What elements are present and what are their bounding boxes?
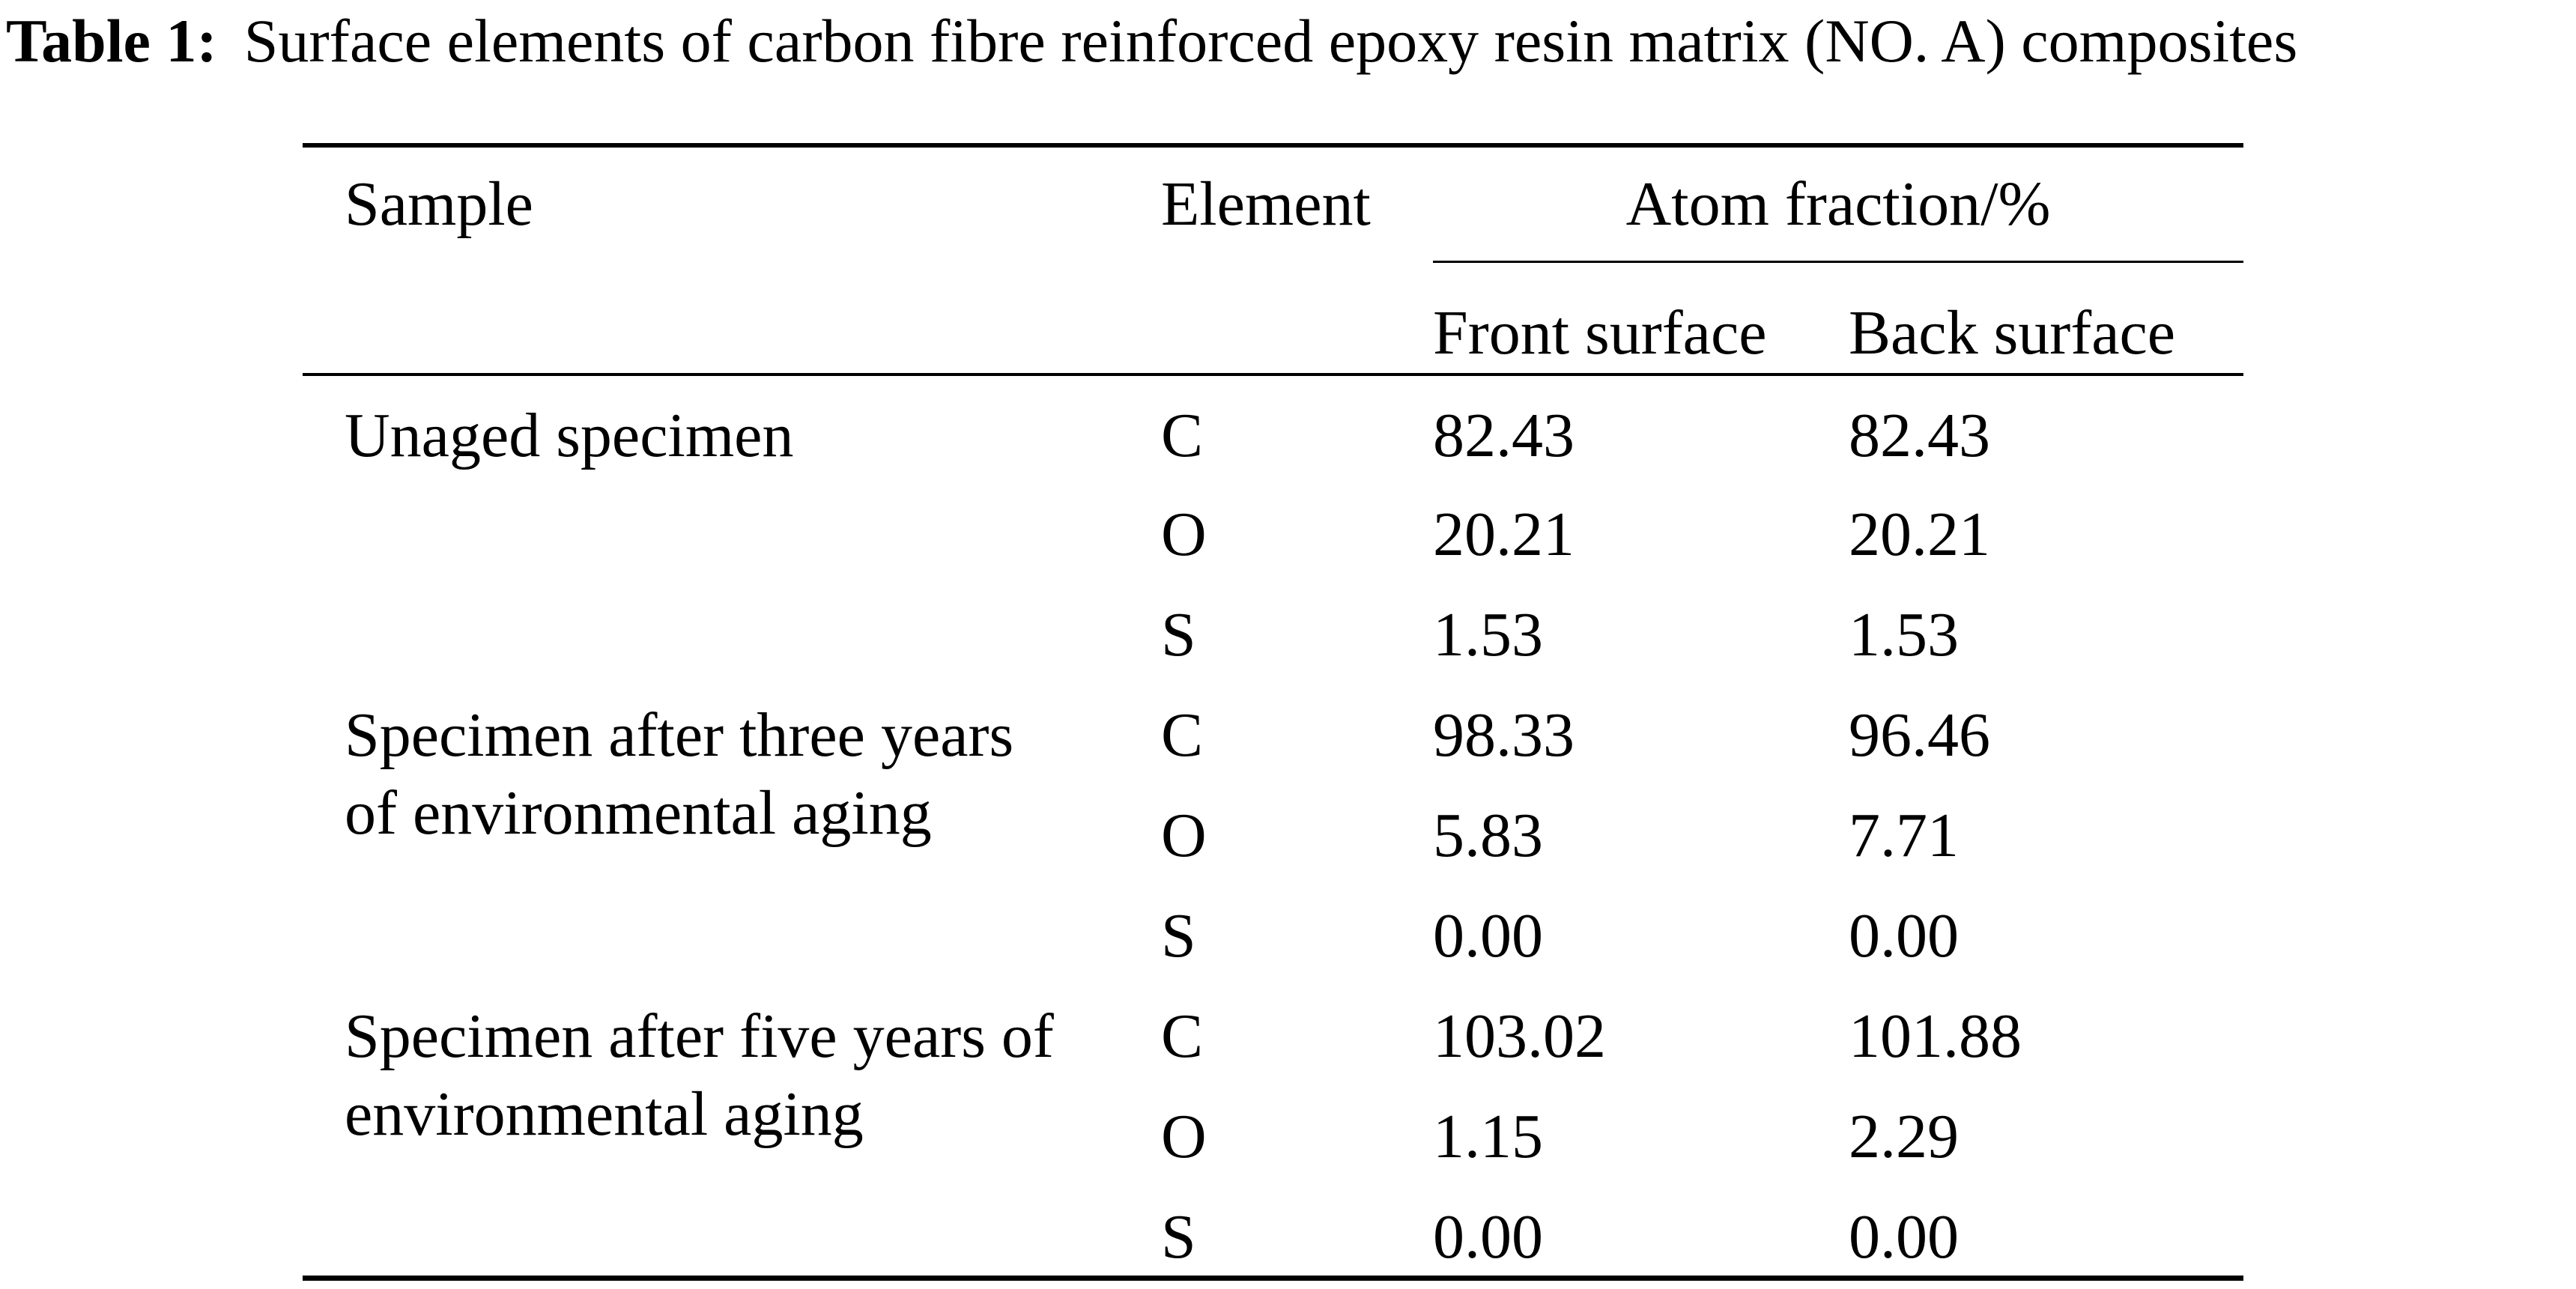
element-cell: C: [1161, 700, 1204, 770]
table-row: Specimen after five years of environment…: [303, 977, 2243, 1149]
col-header-sample: Sample: [303, 145, 1161, 376]
sample-label-line: Specimen after three years: [345, 700, 1014, 770]
front-value-cell: 0.00: [1433, 1202, 1543, 1272]
element-cell: C: [1161, 401, 1204, 470]
front-value-cell: 82.43: [1433, 401, 1575, 470]
back-value-cell: 0.00: [1849, 901, 1959, 971]
front-value-cell: 1.15: [1433, 1102, 1543, 1171]
header-row-1: Sample Element Atom fraction/%: [303, 145, 2243, 376]
back-value-cell: 2.29: [1849, 1102, 1959, 1171]
table-row: S 0.00 0.00: [303, 1177, 2243, 1278]
caption-label: Table 1:: [6, 7, 217, 75]
sample-label-line: of environmental aging: [345, 778, 932, 848]
table-body: Unaged specimen C 82.43 82.43 O 20.21 20…: [303, 374, 2243, 1278]
element-cell: S: [1161, 901, 1196, 971]
table-row: O 1.15 2.29: [303, 1077, 2243, 1177]
table-header: Sample Element Atom fraction/% Front sur…: [303, 145, 2243, 376]
front-value-cell: 5.83: [1433, 801, 1543, 870]
front-value-cell: 20.21: [1433, 500, 1575, 569]
front-value-cell: 103.02: [1433, 1001, 1606, 1071]
sample-label-line: Specimen after five years of: [345, 1001, 1054, 1071]
table-row: O 5.83 7.71: [303, 776, 2243, 876]
sample-label-line: environmental aging: [345, 1079, 864, 1149]
sample-label-line: Unaged specimen: [345, 401, 794, 470]
element-cell: S: [1161, 1202, 1196, 1272]
element-cell: O: [1161, 1102, 1207, 1171]
table-row: S 0.00 0.00: [303, 876, 2243, 977]
table-row: S 1.53 1.53: [303, 575, 2243, 676]
surface-elements-table: Sample Element Atom fraction/% Front sur…: [303, 143, 2243, 1281]
back-value-cell: 101.88: [1849, 1001, 2022, 1071]
back-value-cell: 0.00: [1849, 1202, 1959, 1272]
table-caption: Table 1: Surface elements of carbon fibre…: [6, 0, 2576, 82]
front-value-cell: 0.00: [1433, 901, 1543, 971]
element-cell: C: [1161, 1001, 1204, 1071]
front-value-cell: 98.33: [1433, 700, 1575, 770]
sample-cell-unaged: Unaged specimen: [303, 374, 1161, 676]
back-value-cell: 7.71: [1849, 801, 1959, 870]
col-header-element: Element: [1161, 145, 1433, 376]
back-value-cell: 1.53: [1849, 600, 1959, 670]
header-row-2: Front surface Back surface: [303, 261, 2243, 376]
table-row: Unaged specimen C 82.43 82.43: [303, 374, 2243, 475]
back-value-cell: 20.21: [1849, 500, 1990, 569]
caption-text: Surface elements of carbon fibre reinfor…: [243, 7, 2298, 75]
table-row: O 20.21 20.21: [303, 475, 2243, 575]
col-header-front-surface: Front surface: [1433, 261, 1849, 376]
sample-cell-three-years: Specimen after three years of environmen…: [303, 676, 1161, 977]
back-value-cell: 82.43: [1849, 401, 1990, 470]
col-header-back-surface: Back surface: [1849, 261, 2243, 376]
sample-cell-five-years: Specimen after five years of environment…: [303, 977, 1161, 1278]
element-cell: S: [1161, 600, 1196, 670]
element-cell: O: [1161, 801, 1207, 870]
front-value-cell: 1.53: [1433, 600, 1543, 670]
table-row: Specimen after three years of environmen…: [303, 676, 2243, 848]
back-value-cell: 96.46: [1849, 700, 1990, 770]
col-header-atom-fraction: Atom fraction/%: [1433, 145, 2243, 263]
element-cell: O: [1161, 500, 1207, 569]
